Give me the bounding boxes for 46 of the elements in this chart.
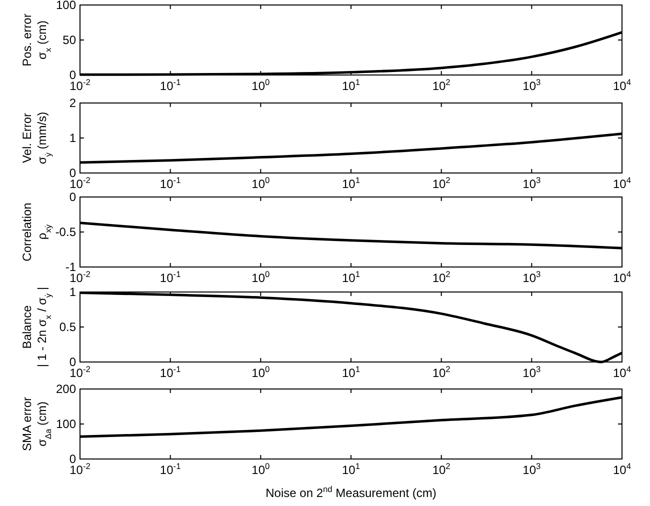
x-tick-label: 10$^{0}$ [252, 364, 270, 380]
x-tick-label: 10$^{1}$ [342, 461, 360, 477]
y-tick-label: 2 [69, 96, 76, 110]
x-tick-label: 10$^{4}$ [612, 364, 632, 380]
y-tick-label: 0 [69, 355, 76, 369]
y-tick-label: 100 [56, 0, 76, 12]
x-tick-label: 10$^{3}$ [522, 175, 542, 191]
x-tick-label: 10$^{3}$ [522, 77, 542, 93]
y-tick-label: 200 [56, 382, 76, 396]
y-tick-label: 1 [69, 285, 76, 299]
x-tick-label: 10$^{-1}$ [160, 269, 182, 285]
y-tick-label: -0.5 [55, 225, 76, 239]
x-tick-label: 10$^{2}$ [432, 77, 451, 93]
y-tick-label: 0 [69, 190, 76, 204]
y-tick-label: 0 [69, 452, 76, 466]
x-axis-title: Noise on 2$^{nd}$ Measurement (cm) [266, 484, 436, 500]
y-tick-label: 0 [69, 166, 76, 180]
x-tick-label: 10$^{2}$ [432, 364, 451, 380]
x-tick-label: 10$^{0}$ [252, 461, 270, 477]
x-tick-label: 10$^{0}$ [252, 77, 270, 93]
x-tick-label: 10$^{2}$ [432, 269, 451, 285]
y-tick-label: 50 [62, 33, 76, 47]
x-tick-label: 10$^{1}$ [342, 269, 360, 285]
x-tick-label: 10$^{2}$ [432, 175, 451, 191]
x-tick-label: 10$^{4}$ [612, 175, 632, 191]
y-tick-label: 0 [69, 68, 76, 82]
y-tick-label: 0.5 [59, 320, 76, 334]
x-tick-label: 10$^{4}$ [612, 77, 632, 93]
x-tick-label: 10$^{0}$ [252, 175, 270, 191]
x-tick-label: 10$^{-1}$ [160, 175, 182, 191]
x-tick-label: 10$^{-1}$ [160, 461, 182, 477]
x-tick-label: 10$^{1}$ [342, 364, 360, 380]
x-tick-label: 10$^{1}$ [342, 77, 360, 93]
y-tick-label: 100 [56, 417, 76, 431]
x-tick-label: 10$^{1}$ [342, 175, 360, 191]
x-tick-label: 10$^{-1}$ [160, 77, 182, 93]
x-tick-label: 10$^{3}$ [522, 461, 542, 477]
y-tick-label: 1 [69, 131, 76, 145]
x-tick-label: 10$^{0}$ [252, 269, 270, 285]
x-tick-label: 10$^{3}$ [522, 364, 542, 380]
x-tick-label: 10$^{4}$ [612, 269, 632, 285]
y-tick-label: -1 [65, 260, 76, 274]
x-tick-label: 10$^{3}$ [522, 269, 542, 285]
x-tick-label: 10$^{2}$ [432, 461, 451, 477]
x-tick-label: 10$^{4}$ [612, 461, 632, 477]
x-tick-label: 10$^{-1}$ [160, 364, 182, 380]
